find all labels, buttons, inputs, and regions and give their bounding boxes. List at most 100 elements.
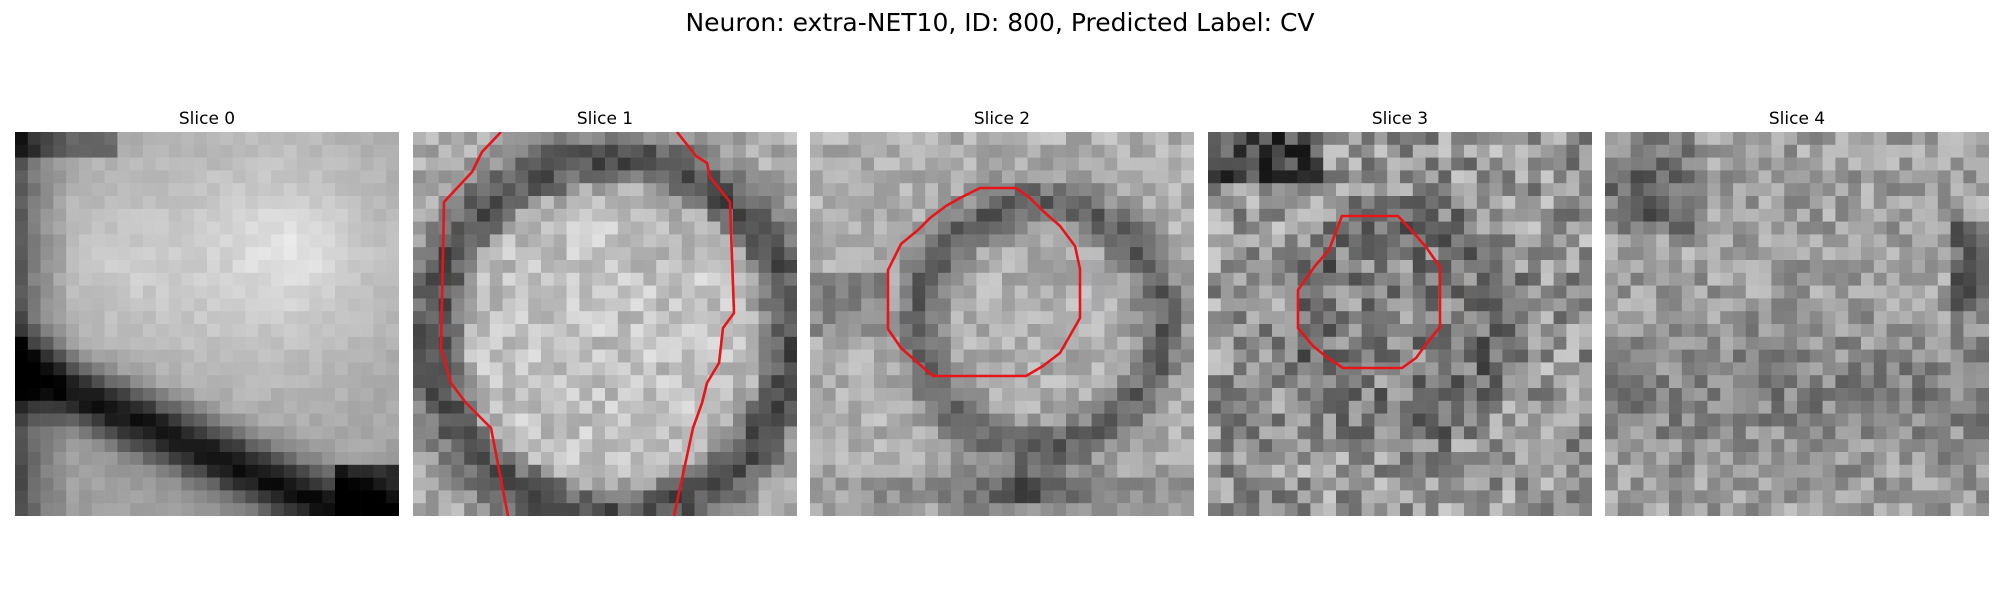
pixel-cell — [1476, 439, 1490, 453]
pixel-cell — [1861, 400, 1875, 414]
pixel-cell — [232, 157, 246, 171]
pixel-cell — [1476, 388, 1490, 402]
pixel-cell — [822, 375, 836, 389]
pixel-cell — [1720, 311, 1734, 325]
pixel-cell — [1208, 503, 1222, 516]
pixel-cell — [733, 157, 747, 171]
pixel-cell — [553, 439, 567, 453]
pixel-cell — [1053, 144, 1067, 158]
pixel-cell — [1374, 477, 1388, 491]
pixel-cell — [630, 362, 644, 376]
pixel-cell — [322, 183, 336, 197]
pixel-cell — [1336, 336, 1350, 350]
pixel-cell — [1528, 324, 1542, 338]
pixel-cell — [27, 298, 41, 312]
pixel-cell — [1899, 260, 1913, 274]
pixel-cell — [1489, 413, 1503, 427]
pixel-cell — [1374, 324, 1388, 338]
pixel-cell — [861, 260, 875, 274]
pixel-cell — [464, 349, 478, 363]
pixel-cell — [1246, 336, 1260, 350]
pixel-cell — [1130, 426, 1144, 440]
pixel-cell — [694, 196, 708, 210]
pixel-cell — [1155, 452, 1169, 466]
pixel-cell — [1208, 413, 1222, 427]
pixel-cell — [1553, 196, 1567, 210]
pixel-cell — [1707, 477, 1721, 491]
pixel-cell — [168, 260, 182, 274]
pixel-cell — [271, 208, 285, 222]
pixel-cell — [168, 298, 182, 312]
pixel-cell — [181, 311, 195, 325]
pixel-cell — [1400, 413, 1414, 427]
pixel-cell — [1387, 477, 1401, 491]
pixel-cell — [335, 490, 349, 504]
pixel-cell — [1272, 349, 1286, 363]
pixel-cell — [271, 196, 285, 210]
pixel-cell — [1361, 413, 1375, 427]
pixel-cell — [347, 221, 361, 235]
pixel-cell — [1669, 311, 1683, 325]
pixel-cell — [1130, 247, 1144, 261]
pixel-cell — [720, 400, 734, 414]
pixel-cell — [1310, 375, 1324, 389]
pixel-cell — [117, 285, 131, 299]
pixel-cell — [1348, 336, 1362, 350]
pixel-cell — [899, 196, 913, 210]
pixel-cell — [360, 234, 374, 248]
pixel-cell — [117, 464, 131, 478]
pixel-cell — [528, 426, 542, 440]
pixel-cell — [1605, 144, 1619, 158]
pixel-cell — [1809, 170, 1823, 184]
pixel-cell — [1912, 170, 1926, 184]
pixel-cell — [950, 336, 964, 350]
pixel-cell — [1259, 208, 1273, 222]
pixel-cell — [1950, 336, 1964, 350]
pixel-cell — [1605, 234, 1619, 248]
pixel-cell — [207, 196, 221, 210]
pixel-cell — [1284, 452, 1298, 466]
pixel-cell — [694, 426, 708, 440]
pixel-cell — [1142, 426, 1156, 440]
pixel-cell — [566, 157, 580, 171]
pixel-cell — [1528, 413, 1542, 427]
pixel-cell — [117, 170, 131, 184]
pixel-cell — [617, 247, 631, 261]
pixel-cell — [1272, 170, 1286, 184]
pixel-cell — [258, 324, 272, 338]
pixel-cell — [1323, 362, 1337, 376]
pixel-cell — [989, 336, 1003, 350]
slice-image-1 — [413, 132, 797, 516]
pixel-cell — [771, 464, 785, 478]
pixel-cell — [630, 132, 644, 146]
pixel-cell — [117, 349, 131, 363]
pixel-cell — [1553, 413, 1567, 427]
pixel-cell — [1002, 349, 1016, 363]
pixel-cell — [53, 247, 67, 261]
pixel-cell — [1963, 183, 1977, 197]
pixel-cell — [1142, 439, 1156, 453]
pixel-cell — [1963, 362, 1977, 376]
pixel-cell — [886, 234, 900, 248]
pixel-cell — [1208, 490, 1222, 504]
pixel-cell — [1758, 388, 1772, 402]
pixel-cell — [605, 221, 619, 235]
pixel-cell — [40, 349, 54, 363]
pixel-cell — [1937, 464, 1951, 478]
pixel-cell — [1489, 285, 1503, 299]
pixel-cell — [515, 285, 529, 299]
pixel-cell — [1181, 132, 1194, 146]
pixel-cell — [271, 400, 285, 414]
pixel-cell — [1848, 439, 1862, 453]
pixel-cell — [579, 170, 593, 184]
pixel-cell — [194, 413, 208, 427]
pixel-cell — [1014, 285, 1028, 299]
pixel-cell — [1310, 247, 1324, 261]
pixel-cell — [912, 324, 926, 338]
pixel-cell — [143, 285, 157, 299]
pixel-cell — [1130, 439, 1144, 453]
pixel-cell — [194, 477, 208, 491]
pixel-cell — [669, 324, 683, 338]
pixel-cell — [1168, 298, 1182, 312]
pixel-cell — [1771, 132, 1785, 146]
